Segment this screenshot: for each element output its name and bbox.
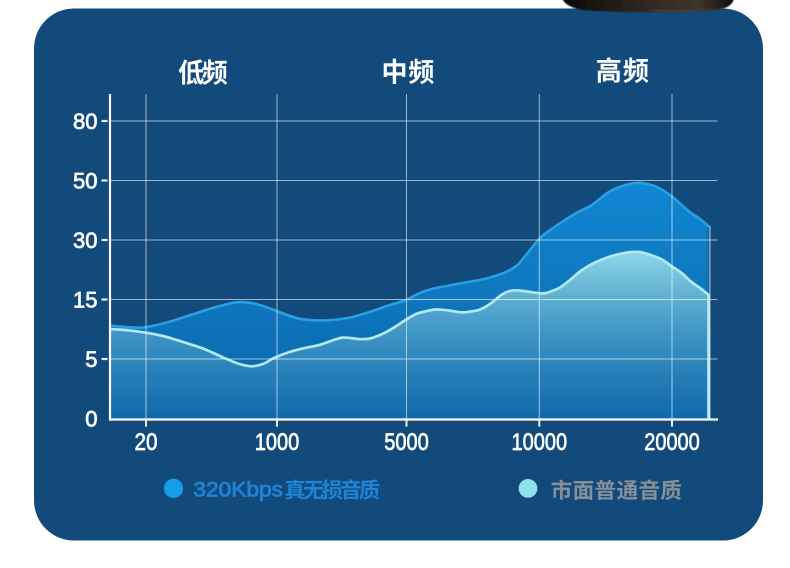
- svg-text:15: 15: [73, 288, 97, 313]
- svg-text:20000: 20000: [644, 429, 700, 456]
- svg-text:30: 30: [73, 228, 97, 253]
- svg-text:50: 50: [73, 169, 97, 194]
- svg-text:5: 5: [85, 347, 97, 372]
- svg-text:20: 20: [135, 429, 158, 456]
- svg-text:320Kbps: 320Kbps: [193, 479, 283, 502]
- svg-text:10000: 10000: [512, 429, 568, 456]
- svg-text:5000: 5000: [384, 429, 429, 456]
- svg-text:1000: 1000: [255, 429, 300, 456]
- svg-text:0: 0: [85, 407, 97, 432]
- svg-text:80: 80: [73, 109, 97, 134]
